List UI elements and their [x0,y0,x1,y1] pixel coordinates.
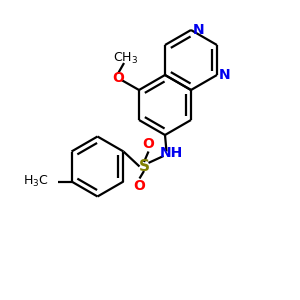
Text: CH$_3$: CH$_3$ [113,51,138,66]
Text: H$_3$C: H$_3$C [23,174,49,189]
Text: O: O [112,71,124,85]
Text: O: O [134,179,146,193]
Text: N: N [193,23,204,37]
Text: NH: NH [159,146,183,160]
Text: N: N [218,68,230,82]
Text: O: O [142,137,154,151]
Text: S: S [139,159,149,174]
